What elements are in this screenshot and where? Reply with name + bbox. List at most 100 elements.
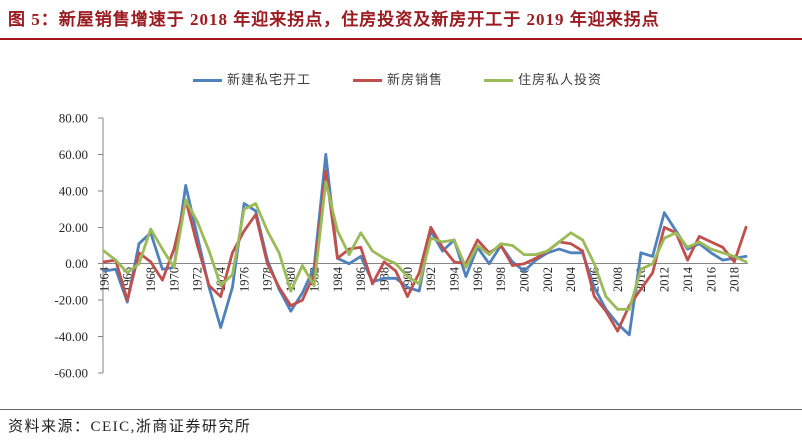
data-point-residential-investment <box>476 244 479 247</box>
data-point-new-home-sales <box>616 329 619 333</box>
data-point-new-home-sales <box>324 169 328 173</box>
data-point-residential-investment <box>301 264 304 267</box>
data-point-housing-starts <box>557 247 561 251</box>
data-point-new-home-sales <box>277 286 281 289</box>
data-point-new-home-sales <box>172 247 176 251</box>
y-tick-label: 0.00 <box>65 256 88 271</box>
chart-axes: 80.00 60.00 40.00 20.00 0.00 -20.00 -40.00 -60.… <box>54 111 748 381</box>
data-point-new-home-sales <box>207 284 211 287</box>
x-tick-label: 1984 <box>331 266 345 292</box>
data-point-new-home-sales <box>651 271 654 275</box>
data-point-housing-starts <box>359 255 363 258</box>
data-point-residential-investment <box>604 295 608 298</box>
x-tick-label: 2004 <box>564 266 578 292</box>
data-point-residential-investment <box>266 229 269 233</box>
x-tick-label: 1976 <box>237 267 251 292</box>
data-point-residential-investment <box>639 267 643 271</box>
y-tick-label: -40.00 <box>54 329 88 344</box>
data-point-housing-starts <box>324 153 328 156</box>
data-point-residential-investment <box>487 253 491 256</box>
x-tick-label: 1970 <box>167 267 181 292</box>
data-point-housing-starts <box>242 202 246 205</box>
data-point-housing-starts <box>522 269 526 273</box>
data-point-residential-investment <box>184 198 187 202</box>
data-point-housing-starts <box>417 289 421 293</box>
data-point-new-home-sales <box>593 295 596 298</box>
data-point-new-home-sales <box>394 269 398 273</box>
data-point-new-home-sales <box>476 238 479 242</box>
y-tick-label: 40.00 <box>59 183 88 198</box>
data-point-residential-investment <box>499 242 503 245</box>
x-tick-label: 1994 <box>448 266 462 292</box>
data-point-new-home-sales <box>522 262 526 266</box>
data-point-residential-investment <box>709 247 713 251</box>
title-rule <box>0 38 802 40</box>
data-point-new-home-sales <box>382 260 386 264</box>
x-tick-label: 2014 <box>681 266 695 292</box>
source-rule <box>0 409 802 410</box>
data-point-new-home-sales <box>161 278 164 282</box>
data-point-housing-starts <box>663 211 666 214</box>
data-point-residential-investment <box>371 249 374 253</box>
data-point-residential-investment <box>289 289 293 293</box>
data-point-housing-starts <box>487 262 491 266</box>
series-new-home-sales <box>102 169 748 333</box>
data-point-residential-investment <box>733 255 736 258</box>
data-point-new-home-sales <box>569 242 573 245</box>
data-point-new-home-sales <box>709 240 713 244</box>
data-point-new-home-sales <box>721 246 724 249</box>
data-point-new-home-sales <box>266 262 269 266</box>
data-point-new-home-sales <box>254 213 257 216</box>
data-point-housing-starts <box>231 286 234 289</box>
data-point-housing-starts <box>593 286 596 289</box>
data-point-housing-starts <box>709 251 713 255</box>
data-point-residential-investment <box>674 231 678 235</box>
x-tick-label: 1998 <box>494 267 508 292</box>
figure-title: 图 5：新屋销售增速于 2018 年迎来拐点，住房投资及新房开工于 2019 年… <box>8 10 660 29</box>
data-point-residential-investment <box>744 260 748 264</box>
data-point-housing-starts <box>721 258 724 262</box>
data-point-new-home-sales <box>289 304 293 307</box>
x-tick-label: 1986 <box>354 267 368 292</box>
data-point-residential-investment <box>231 273 234 276</box>
data-point-residential-investment <box>126 271 129 275</box>
data-point-new-home-sales <box>219 295 222 298</box>
data-point-housing-starts <box>616 322 619 326</box>
data-point-new-home-sales <box>534 257 538 260</box>
data-point-residential-investment <box>464 266 468 269</box>
data-point-housing-starts <box>102 269 106 273</box>
data-point-residential-investment <box>347 253 351 256</box>
series-residential-investment <box>102 180 748 311</box>
legend-swatch-new-home-sales <box>353 78 382 82</box>
data-point-housing-starts <box>651 255 654 258</box>
data-point-new-home-sales <box>511 264 514 267</box>
y-tick-label: 20.00 <box>59 220 88 235</box>
data-point-housing-starts <box>219 326 222 329</box>
data-point-new-home-sales <box>698 235 701 238</box>
data-point-new-home-sales <box>102 260 106 264</box>
legend-label-new-home-sales: 新房销售 <box>387 72 444 87</box>
y-tick-label: 80.00 <box>59 111 88 126</box>
data-point-new-home-sales <box>441 246 444 249</box>
data-point-residential-investment <box>219 284 222 287</box>
data-point-residential-investment <box>102 249 106 253</box>
data-point-new-home-sales <box>663 226 666 229</box>
data-point-housing-starts <box>126 300 129 304</box>
data-point-residential-investment <box>161 247 164 251</box>
data-point-housing-starts <box>184 184 187 187</box>
data-point-residential-investment <box>534 253 538 256</box>
data-point-housing-starts <box>464 275 468 278</box>
series-line-residential-investment <box>102 180 748 311</box>
data-point-new-home-sales <box>126 298 129 302</box>
data-point-new-home-sales <box>686 258 689 262</box>
source-note: 资料来源：CEIC,浙商证券研究所 <box>8 419 252 435</box>
data-point-residential-investment <box>114 258 117 262</box>
data-point-residential-investment <box>511 244 514 247</box>
x-tick-label: 1968 <box>144 267 158 292</box>
data-point-new-home-sales <box>242 229 246 233</box>
y-tick-label: 60.00 <box>59 147 88 162</box>
data-point-residential-investment <box>616 308 619 311</box>
data-point-new-home-sales <box>336 257 339 260</box>
legend-item-residential-investment: 住房私人投资 <box>484 72 602 88</box>
